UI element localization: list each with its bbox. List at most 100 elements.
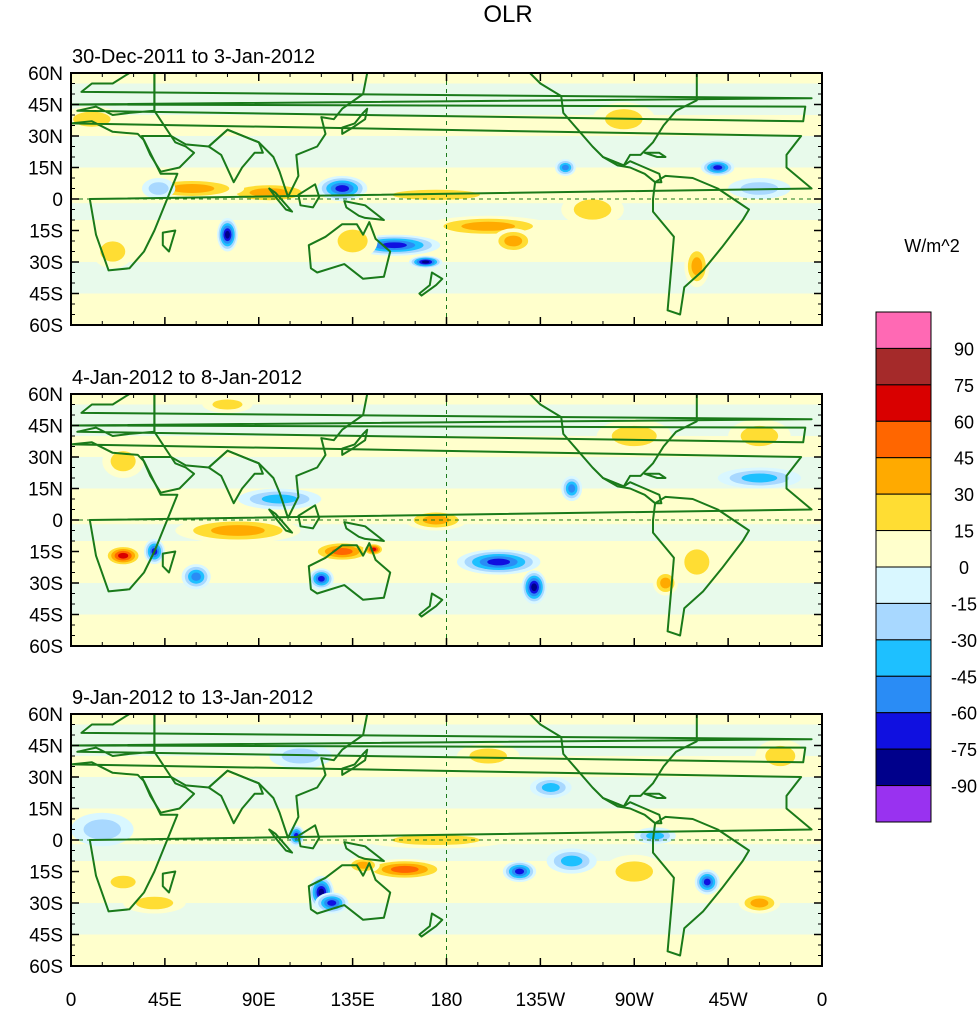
coastline-asia: [153, 394, 369, 519]
lon-tick-label: 90E: [242, 990, 276, 1011]
coastline-europe: [71, 394, 813, 444]
olr-anomaly-contour: [335, 185, 350, 192]
olr-anomaly-contour: [469, 748, 507, 764]
coastline-borneo: [297, 504, 321, 530]
olr-anomaly-contour: [713, 165, 723, 170]
colorbar-swatch: [875, 602, 932, 641]
coastline-nz: [418, 592, 444, 618]
olr-anomaly-contour: [561, 164, 569, 171]
lat-tick-label: 15N: [28, 800, 63, 821]
olr-anomaly-contour: [750, 898, 769, 908]
coastline-greenland: [695, 394, 730, 395]
olr-anomaly-contour: [110, 451, 136, 472]
coastline-australia: [307, 221, 392, 280]
figure-title: OLR: [483, 1, 532, 28]
colorbar-level-label: -45: [951, 667, 977, 687]
olr-anomaly-contour: [327, 900, 337, 906]
colorbar-swatch: [875, 347, 932, 386]
colorbar-level-label: -75: [951, 740, 977, 760]
coastline-madagascar: [161, 550, 177, 574]
lat-tick-label: 60N: [28, 64, 63, 85]
olr-anomaly-contour: [660, 577, 671, 589]
olr-anomaly-contour: [317, 575, 325, 582]
coastline-nz: [418, 912, 444, 938]
coastline-japan: [341, 748, 369, 776]
lon-tick-label: 90W: [615, 990, 654, 1011]
panel-2-date-range: 4-Jan-2012 to 8-Jan-2012: [72, 367, 302, 389]
coastline-greenland: [695, 714, 730, 715]
lat-tick-label: 0: [52, 511, 63, 532]
coastline-australia: [307, 542, 392, 601]
olr-anomaly-contour: [514, 868, 525, 875]
coastline-japan: [341, 107, 369, 135]
lat-tick-label: 0: [52, 190, 63, 211]
coastline-arabia: [140, 776, 196, 814]
coastline-southamerica: [652, 174, 750, 316]
olr-anomaly-contour: [504, 235, 523, 247]
colorbar-swatch: [875, 639, 932, 677]
coastline-newguinea: [343, 841, 385, 862]
coastline-arabia: [140, 456, 196, 494]
coastline-borneo: [297, 183, 321, 209]
coastline-northamerica: [466, 394, 698, 488]
colorbar-swatch: [875, 311, 932, 349]
coastline-europe: [71, 73, 813, 123]
coastline-arabia: [140, 135, 196, 173]
lat-tick-label: 0: [52, 831, 63, 852]
coastline-southamerica: [652, 495, 750, 637]
olr-anomaly-contour: [337, 229, 368, 253]
lat-tick-label: 15S: [29, 863, 63, 884]
panel-2-map: 60N 45N 30N 15N 0 15S 30S 45S 60S: [28, 385, 823, 658]
coastline-sumatra: [268, 187, 294, 213]
coastline-centralamerica: [602, 797, 663, 825]
colorbar-level-label: 60: [954, 412, 974, 432]
olr-anomaly-contour: [422, 515, 450, 525]
olr-anomaly-contour: [169, 184, 215, 193]
coastline-sumatra: [268, 508, 294, 534]
olr-anomaly-contour: [135, 896, 174, 910]
coastline-sumatra: [268, 828, 294, 854]
panel-1-map: 60N 45N 30N 15N 0 15S 30S 45S 60S: [28, 64, 823, 337]
lat-tick-label: 30S: [29, 253, 63, 274]
colorbar-swatch: [875, 712, 932, 750]
coastline-europe: [71, 714, 813, 764]
panel-1-date-range: 30-Dec-2011 to 3-Jan-2012: [72, 46, 315, 68]
olr-anomaly-contour: [381, 242, 407, 249]
olr-anomaly-contour: [740, 425, 779, 447]
coastline-africa: [71, 761, 813, 913]
coastline-cuba: [643, 472, 667, 479]
lat-tick-label: 15N: [28, 159, 63, 180]
olr-anomaly-contour: [691, 257, 703, 276]
coastline-northamerica: [466, 714, 698, 808]
colorbar-level-label: 15: [954, 522, 974, 542]
olr-anomaly-contour: [100, 241, 126, 262]
colorbar-level-label: 45: [954, 449, 974, 469]
olr-anomaly-contour: [541, 783, 560, 792]
coastline-cuba: [643, 151, 667, 158]
colorbar-swatch: [875, 457, 932, 495]
colorbar-swatch: [875, 785, 932, 823]
coastline-africa: [71, 120, 813, 272]
olr-anomaly-contour: [261, 494, 298, 504]
olr-anomaly-contour: [684, 549, 710, 575]
lat-tick-label: 30N: [28, 127, 63, 148]
olr-anomaly-contour: [249, 188, 289, 198]
panel-1: 30-Dec-2011 to 3-Jan-2012 60N 45N 30N 15N 0 1…: [28, 46, 823, 337]
lat-tick-label: 15S: [29, 222, 63, 243]
coastline-centralamerica: [602, 477, 663, 505]
lon-tick-label: 180: [431, 990, 463, 1011]
lat-tick-label: 60S: [29, 957, 63, 978]
colorbar-level-label: 30: [954, 485, 974, 505]
lat-tick-label: 15S: [29, 543, 63, 564]
coastline-africa: [71, 441, 813, 593]
olr-anomaly-contour: [421, 260, 430, 264]
coastline-centralamerica: [602, 156, 663, 184]
coastline-newguinea: [343, 200, 385, 221]
olr-anomaly-contour: [531, 583, 538, 592]
olr-anomaly-contour: [741, 473, 778, 483]
panel-3-date-range: 9-Jan-2012 to 13-Jan-2012: [72, 687, 313, 709]
colorbar-swatch: [875, 530, 932, 568]
coastline-newguinea: [343, 521, 385, 542]
olr-anomaly-contour: [461, 221, 516, 231]
